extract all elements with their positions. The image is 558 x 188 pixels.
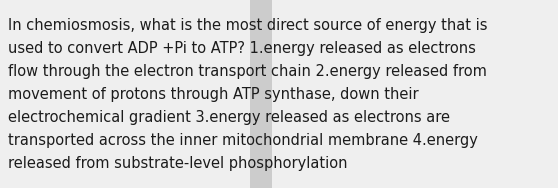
Text: used to convert ADP +Pi to ATP? 1.energy released as electrons: used to convert ADP +Pi to ATP? 1.energy… [8, 41, 476, 56]
Bar [250, 0, 272, 188]
Text: electrochemical gradient 3.energy released as electrons are: electrochemical gradient 3.energy releas… [8, 110, 450, 125]
Text: flow through the electron transport chain 2.energy released from: flow through the electron transport chai… [8, 64, 487, 79]
Text: movement of protons through ATP synthase, down their: movement of protons through ATP synthase… [8, 87, 418, 102]
Text: released from substrate-level phosphorylation: released from substrate-level phosphoryl… [8, 156, 348, 171]
Text: In chemiosmosis, what is the most direct source of energy that is: In chemiosmosis, what is the most direct… [8, 18, 488, 33]
Text: transported across the inner mitochondrial membrane 4.energy: transported across the inner mitochondri… [8, 133, 478, 148]
